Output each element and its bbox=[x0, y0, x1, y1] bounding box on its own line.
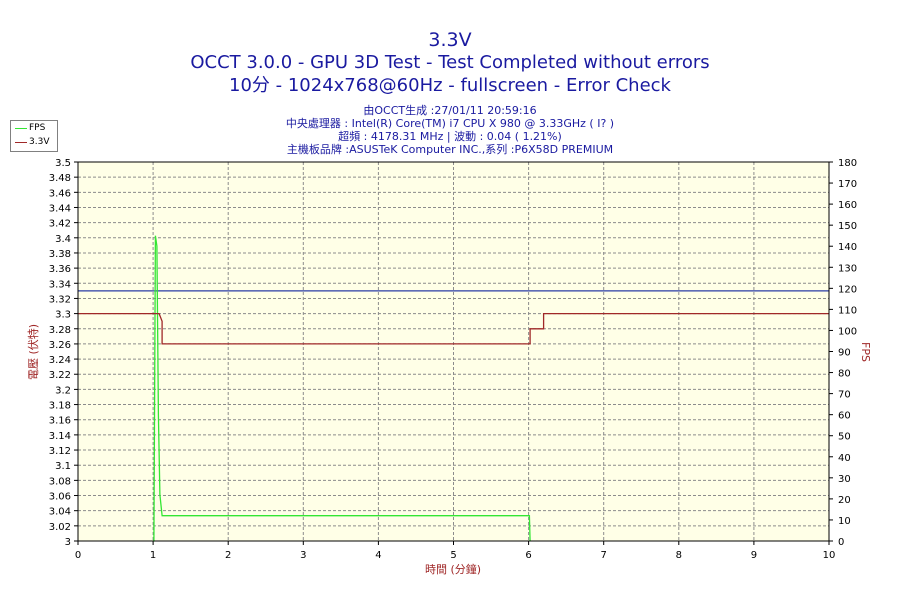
y-tick-label: 3.44 bbox=[49, 203, 71, 214]
x-tick-label: 7 bbox=[601, 550, 607, 561]
y-tick-label: 3.18 bbox=[49, 401, 71, 412]
y-tick-label: 3.14 bbox=[49, 431, 71, 442]
chart-title: 3.3V bbox=[428, 29, 471, 51]
y-tick-label: 3.02 bbox=[49, 522, 71, 533]
y-tick-label: 3.04 bbox=[49, 507, 71, 518]
plot-area: 0 1 2 3 4 5 6 7 8 9 10 3 3.02 3.04 3.06 3.08 3.1 3.12 3.14… bbox=[49, 158, 857, 561]
y2-tick-label: 30 bbox=[838, 474, 851, 485]
chart-subtitle-2: 10分 - 1024x768@60Hz - fullscreen - Error… bbox=[229, 75, 672, 96]
y2-tick-label: 20 bbox=[838, 495, 851, 506]
y-tick-label: 3.08 bbox=[49, 476, 71, 487]
y-tick-label: 3.24 bbox=[49, 355, 71, 366]
y-tick-label: 3.16 bbox=[49, 416, 71, 427]
legend-item-fps: FPS bbox=[11, 121, 57, 135]
x-tick-label: 2 bbox=[225, 550, 231, 561]
y2-tick-label: 170 bbox=[838, 179, 857, 190]
x-tick-label: 10 bbox=[823, 550, 836, 561]
y-axis-label: 電壓 (伏特) bbox=[26, 324, 40, 380]
legend: FPS 3.3V bbox=[10, 120, 58, 152]
y-tick-label: 3.1 bbox=[55, 461, 71, 472]
y-tick-label: 3.26 bbox=[49, 340, 71, 351]
x-tick-label: 0 bbox=[75, 550, 81, 561]
y-tick-label: 3.12 bbox=[49, 446, 71, 457]
y-tick-label: 3.4 bbox=[55, 234, 71, 245]
y2-tick-label: 130 bbox=[838, 263, 857, 274]
y2-tick-label: 80 bbox=[838, 369, 851, 380]
y-tick-label: 3.06 bbox=[49, 492, 71, 503]
x-tick-label: 9 bbox=[751, 550, 757, 561]
info-line-2: 中央處理器 : Intel(R) Core(TM) i7 CPU X 980 @… bbox=[286, 116, 614, 130]
y2-tick-label: 0 bbox=[838, 537, 844, 548]
legend-label-fps: FPS bbox=[29, 123, 46, 133]
info-line-3: 超頻 : 4178.31 MHz | 波動 : 0.04 ( 1.21%) bbox=[338, 129, 562, 143]
plot-border bbox=[77, 161, 830, 542]
y2-tick-label: 70 bbox=[838, 390, 851, 401]
info-line-4: 主機板品牌 :ASUSTeK Computer INC.,系列 :P6X58D … bbox=[287, 142, 613, 156]
legend-item-3v3: 3.3V bbox=[11, 135, 57, 149]
x-tick-label: 1 bbox=[150, 550, 156, 561]
y-tick-label: 3.38 bbox=[49, 249, 71, 260]
legend-swatch-fps bbox=[15, 128, 27, 129]
y2-tick-label: 40 bbox=[838, 453, 851, 464]
y-tick-label: 3.34 bbox=[49, 279, 71, 290]
legend-swatch-3v3 bbox=[15, 142, 27, 143]
y-tick-label: 3.3 bbox=[55, 310, 71, 321]
y2-tick-label: 100 bbox=[838, 326, 857, 337]
y2-tick-label: 180 bbox=[838, 158, 857, 169]
y2-tick-label: 120 bbox=[838, 284, 857, 295]
y-tick-label: 3.28 bbox=[49, 325, 71, 336]
y-tick-label: 3.5 bbox=[55, 158, 71, 169]
series-line-3v3 bbox=[78, 312, 829, 345]
y2-tick-label: 60 bbox=[838, 411, 851, 422]
y-tick-label: 3 bbox=[65, 537, 71, 548]
y2-tick-label: 50 bbox=[838, 432, 851, 443]
y2-tick-label: 110 bbox=[838, 305, 857, 316]
y-tick-label: 3.2 bbox=[55, 385, 71, 396]
y2-tick-label: 140 bbox=[838, 242, 857, 253]
chart-subtitle-1: OCCT 3.0.0 - GPU 3D Test - Test Complete… bbox=[190, 52, 709, 73]
legend-label-3v3: 3.3V bbox=[29, 137, 50, 147]
y2-tick-label: 10 bbox=[838, 516, 851, 527]
x-tick-label: 4 bbox=[375, 550, 381, 561]
y2-tick-label: 160 bbox=[838, 200, 857, 211]
y-tick-label: 3.36 bbox=[49, 264, 71, 275]
y-tick-label: 3.22 bbox=[49, 370, 71, 381]
y-tick-label: 3.46 bbox=[49, 188, 71, 199]
y-tick-label: 3.48 bbox=[49, 173, 71, 184]
x-tick-label: 6 bbox=[525, 550, 531, 561]
x-axis-label: 時間 (分鐘) bbox=[425, 562, 481, 576]
y2-tick-label: 90 bbox=[838, 348, 851, 359]
info-line-1: 由OCCT生成 :27/01/11 20:59:16 bbox=[363, 103, 536, 117]
x-tick-label: 3 bbox=[300, 550, 306, 561]
y-tick-label: 3.32 bbox=[49, 294, 71, 305]
series-line-fps bbox=[153, 235, 531, 542]
x-tick-label: 8 bbox=[676, 550, 682, 561]
y2-axis-label: FPS bbox=[859, 342, 872, 362]
y2-tick-label: 150 bbox=[838, 221, 857, 232]
x-tick-label: 5 bbox=[450, 550, 456, 561]
y-tick-label: 3.42 bbox=[49, 219, 71, 230]
